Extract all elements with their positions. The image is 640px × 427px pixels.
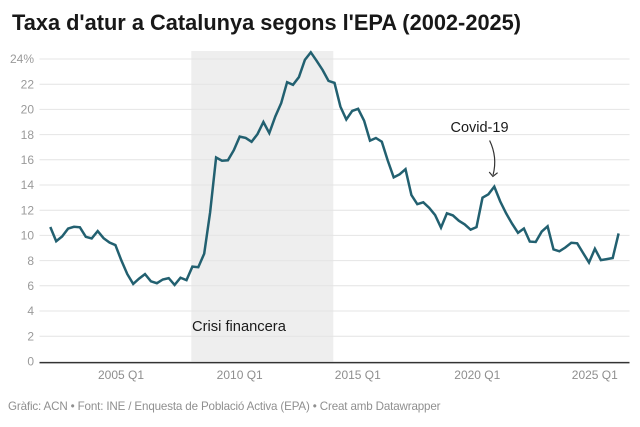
svg-text:18: 18 — [21, 128, 35, 142]
svg-text:2: 2 — [27, 329, 34, 343]
svg-text:20: 20 — [21, 103, 35, 117]
svg-text:4: 4 — [27, 304, 34, 318]
svg-text:2025 Q1: 2025 Q1 — [572, 368, 618, 382]
svg-text:2015 Q1: 2015 Q1 — [335, 368, 381, 382]
svg-text:2020 Q1: 2020 Q1 — [454, 368, 500, 382]
svg-text:24%: 24% — [10, 52, 34, 66]
svg-text:Covid-19: Covid-19 — [450, 120, 508, 136]
svg-text:14: 14 — [21, 178, 35, 192]
svg-text:6: 6 — [27, 279, 34, 293]
svg-text:Crisi financera: Crisi financera — [192, 319, 287, 335]
svg-text:0: 0 — [27, 355, 34, 369]
svg-text:22: 22 — [21, 77, 35, 91]
svg-text:2005 Q1: 2005 Q1 — [98, 368, 144, 382]
svg-text:12: 12 — [21, 203, 35, 217]
svg-text:8: 8 — [27, 254, 34, 268]
svg-text:10: 10 — [21, 229, 35, 243]
svg-text:16: 16 — [21, 153, 35, 167]
svg-text:2010 Q1: 2010 Q1 — [217, 368, 263, 382]
